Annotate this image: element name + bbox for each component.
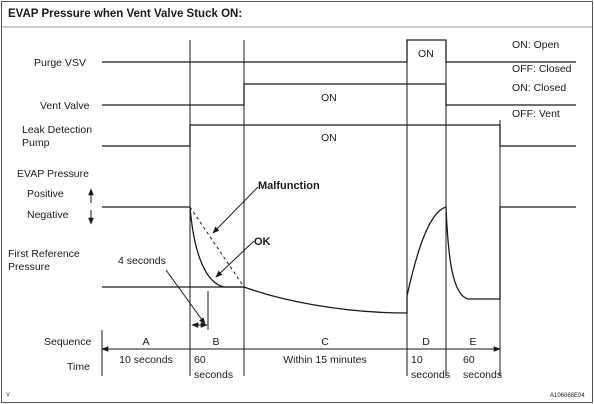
time-c: Within 15 minutes <box>283 354 366 366</box>
four-seconds-pointer-arrow <box>165 269 206 325</box>
time-b-line1: 60 <box>194 354 206 366</box>
four-seconds-label: 4 seconds <box>118 255 166 267</box>
legend-on-open: ON: Open <box>512 39 559 51</box>
pump-on-label: ON <box>321 132 337 144</box>
time-e-line1: 60 <box>463 354 475 366</box>
label-time: Time <box>67 361 90 373</box>
legend-on-closed: ON: Closed <box>512 82 566 94</box>
evap-pressure-curve <box>189 206 501 314</box>
sequence-a: A <box>142 336 149 348</box>
sequence-d: D <box>422 336 430 348</box>
label-sequence: Sequence <box>44 336 91 348</box>
time-b-line2: seconds <box>194 369 233 381</box>
label-vent-valve: Vent Valve <box>40 100 90 112</box>
malfunction-pointer-arrow <box>212 186 259 234</box>
label-positive: Positive <box>27 188 64 200</box>
sequence-b: B <box>212 336 219 348</box>
leak-detection-pump-signal <box>102 124 576 147</box>
label-purge-vsv: Purge VSV <box>34 57 86 69</box>
legend-off-closed: OFF: Closed <box>512 63 572 75</box>
malfunction-label: Malfunction <box>258 180 320 192</box>
vent-valve-signal <box>102 83 576 106</box>
label-pump: Pump <box>22 137 50 149</box>
label-evap-pressure: EVAP Pressure <box>17 168 89 180</box>
label-pressure: Pressure <box>8 261 50 273</box>
ok-pointer-arrow <box>215 240 255 278</box>
legend-off-vent: OFF: Vent <box>512 108 560 120</box>
ok-label: OK <box>254 236 271 248</box>
diagram-title: EVAP Pressure when Vent Valve Stuck ON: <box>8 8 242 20</box>
figure-id: A106068E04 <box>550 393 585 399</box>
vent-valve-on-label: ON <box>321 92 337 104</box>
time-a: 10 seconds <box>119 354 173 366</box>
purge-vsv-signal <box>102 39 576 63</box>
sequence-c: C <box>321 336 329 348</box>
label-leak-detection: Leak Detection <box>22 124 92 136</box>
purge-vsv-on-label: ON <box>418 48 434 60</box>
malfunction-dashed-line <box>189 206 245 288</box>
label-first-reference: First Reference <box>8 248 80 260</box>
time-e-line2: seconds <box>463 369 502 381</box>
time-d-line2: seconds <box>411 369 450 381</box>
time-d-line1: 10 <box>411 354 423 366</box>
sequence-e: E <box>469 336 476 348</box>
label-negative: Negative <box>27 209 69 221</box>
corner-mark: Y <box>6 393 10 399</box>
